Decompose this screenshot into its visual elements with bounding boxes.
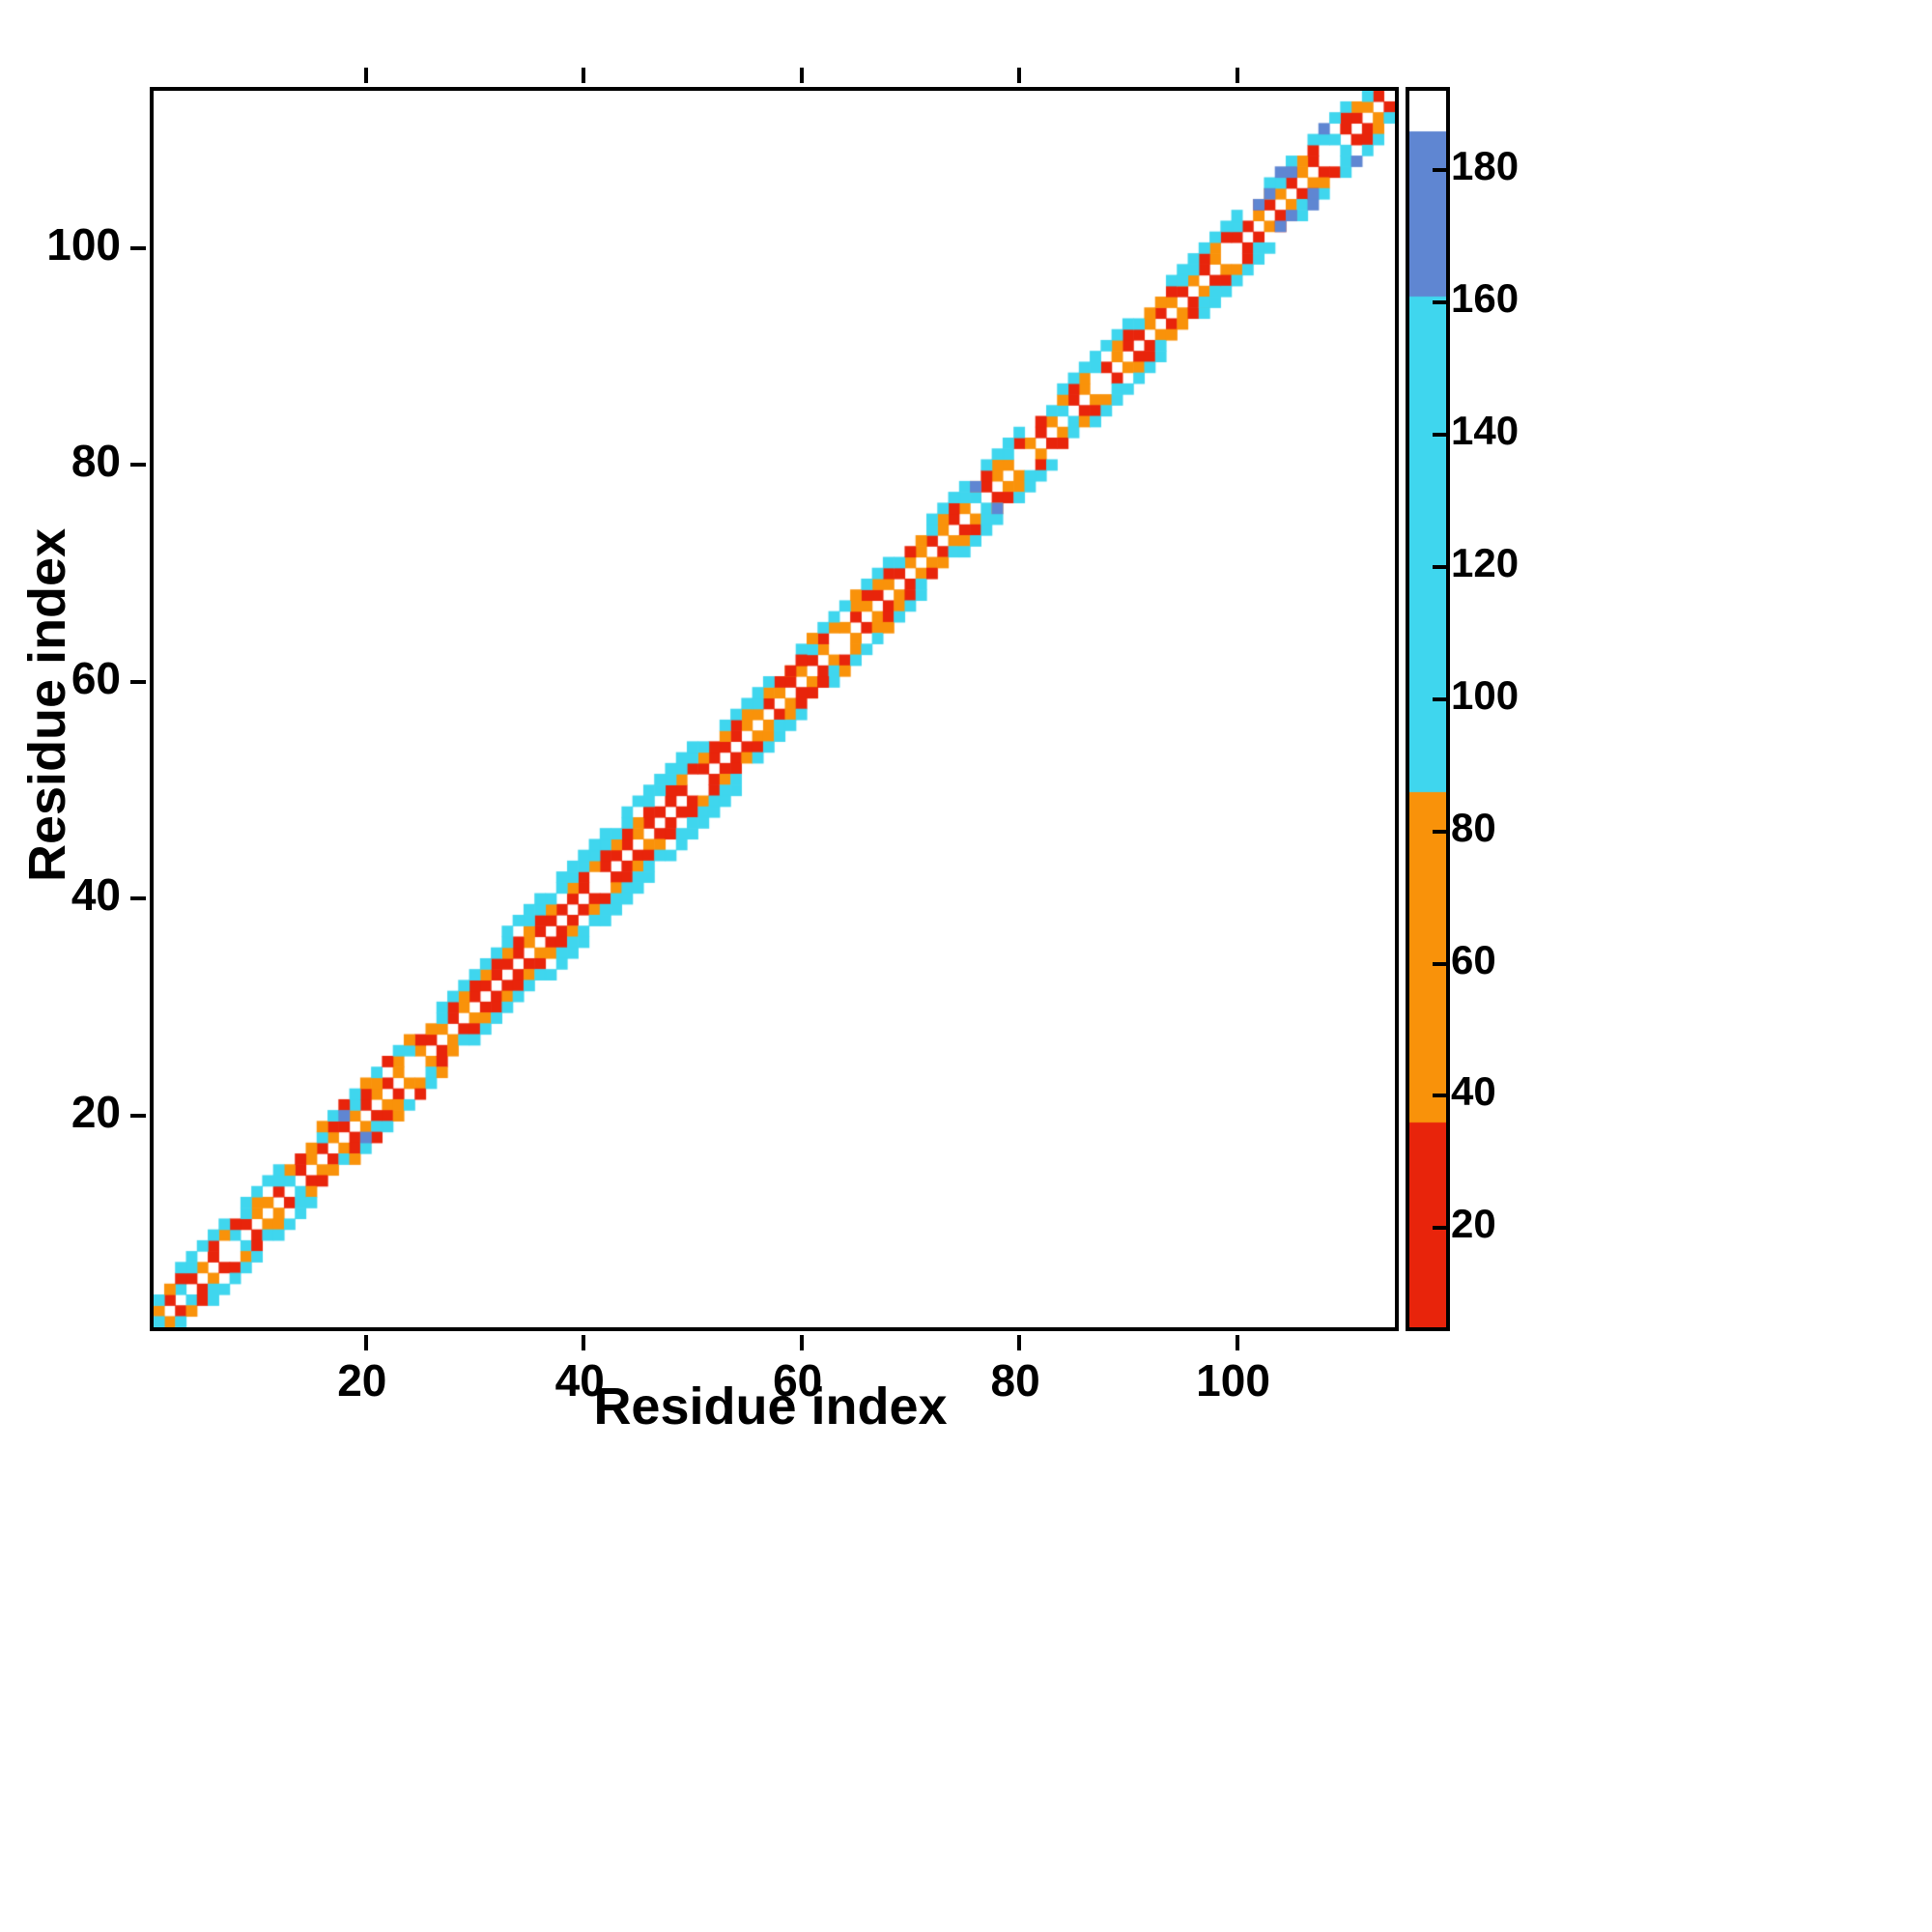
tick-mark [799, 1335, 804, 1350]
colorbar-tick-label: 60 [1451, 936, 1496, 982]
x-tick-label: 100 [1196, 1355, 1270, 1406]
colorbar-tick-label: 180 [1451, 143, 1520, 189]
tick-mark [363, 1335, 368, 1350]
plot-area [130, 68, 1399, 1350]
colorbar-tick-label: 160 [1451, 275, 1520, 322]
colorbar-tick-mark [1433, 696, 1446, 701]
colorbar-tick-mark [1433, 961, 1446, 966]
tick-mark [1235, 68, 1239, 83]
tick-mark [130, 896, 146, 901]
tick-mark [130, 245, 146, 250]
tick-mark [1017, 1335, 1022, 1350]
y-tick-label: 20 [71, 1087, 121, 1138]
tick-mark [1235, 1335, 1239, 1350]
tick-mark [130, 1114, 146, 1119]
tick-mark [1017, 68, 1022, 83]
colorbar-tick-mark [1433, 1226, 1446, 1231]
heatmap-canvas [154, 91, 1395, 1327]
colorbar-tick-mark [1433, 1094, 1446, 1098]
x-tick-label: 20 [337, 1355, 387, 1406]
tick-mark [130, 679, 146, 684]
y-tick-label: 40 [71, 869, 121, 921]
tick-mark [363, 68, 368, 83]
colorbar-tick-mark [1433, 564, 1446, 569]
tick-mark [130, 463, 146, 468]
x-tick-label: 80 [990, 1355, 1040, 1406]
x-tick-label: 40 [554, 1355, 605, 1406]
colorbar-tick-mark [1433, 300, 1446, 305]
colorbar-tick-label: 80 [1451, 804, 1496, 850]
colorbar-tick-label: 100 [1451, 671, 1520, 718]
tick-mark [582, 1335, 586, 1350]
tick-mark [582, 68, 586, 83]
colorbar [1406, 87, 1450, 1331]
colorbar-tick-label: 120 [1451, 539, 1520, 585]
y-tick-label: 80 [71, 436, 121, 487]
x-tick-label: 60 [773, 1355, 823, 1406]
colorbar-tick-label: 20 [1451, 1201, 1496, 1247]
colorbar-tick-mark [1433, 432, 1446, 437]
tick-mark [799, 68, 804, 83]
colorbar-tick-mark [1433, 168, 1446, 173]
colorbar-tick-label: 40 [1451, 1068, 1496, 1115]
y-tick-label: 60 [71, 652, 121, 703]
colorbar-tick-mark [1433, 829, 1446, 834]
colorbar-tick-label: 140 [1451, 407, 1520, 453]
colorbar-canvas [1409, 91, 1446, 1327]
y-tick-label: 100 [46, 218, 121, 270]
x-axis-label: Residue index [593, 1378, 948, 1435]
y-axis-label: Residue index [18, 527, 76, 883]
